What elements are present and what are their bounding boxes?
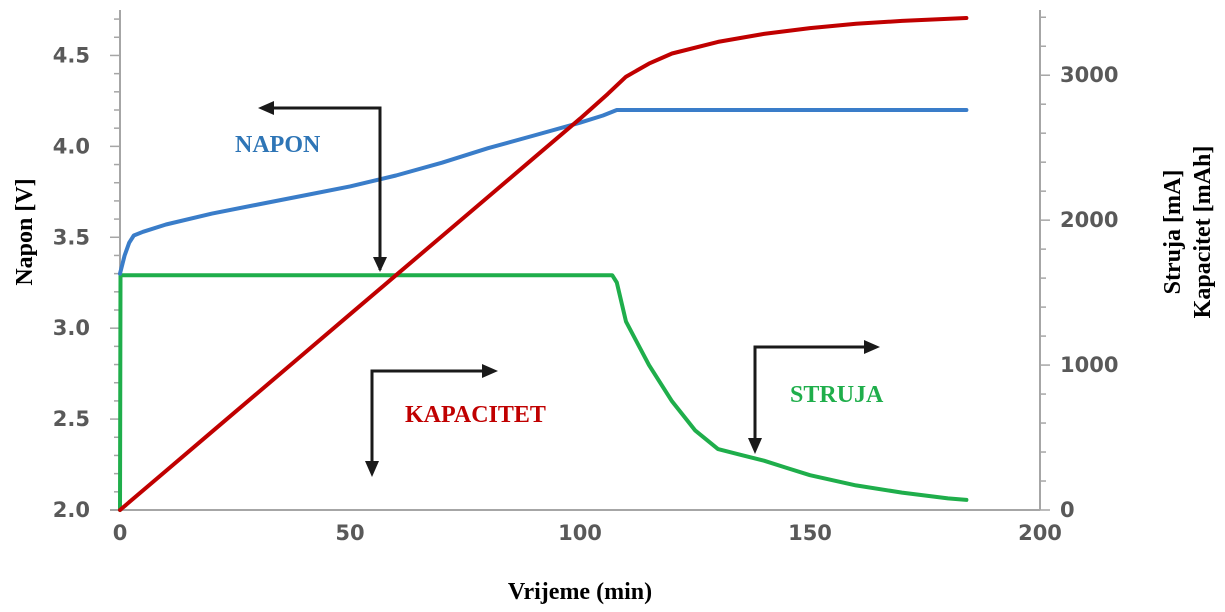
kapacitet-arrowhead-down [365,461,379,477]
kapacitet-axis-arrow [370,369,484,462]
y-left-tick-label: 4.0 [53,134,90,158]
y-right-tick-label: 2000 [1060,208,1118,232]
struja-arrowhead-down [748,438,762,454]
x-tick-label: 200 [1018,521,1062,545]
y-axis-left-title: Napon [V] [12,178,38,285]
y-axis-right-title-2: Kapacitet [mAh] [1190,146,1216,319]
x-tick-label: 100 [558,521,602,545]
y-left-tick-label: 4.5 [53,43,90,67]
x-tick-label: 150 [788,521,832,545]
napon-axis-arrow [272,106,382,270]
series-line-napon [118,108,969,276]
series-line-struja [118,273,969,512]
kapacitet-arrowhead-right [482,364,498,378]
series-label-struja: STRUJA [790,382,884,408]
napon-arrowhead-down [373,257,387,272]
struja-axis-arrow [753,345,866,440]
struja-arrowhead-right [864,340,880,354]
y-right-tick-label: 3000 [1060,63,1118,87]
y-left-tick-label: 2.0 [53,498,90,522]
x-tick-label: 50 [335,521,364,545]
y-left-tick-label: 3.5 [53,225,90,249]
y-left-tick-label: 3.0 [53,316,90,340]
x-axis-title: Vrijeme (min) [508,579,652,605]
napon-arrowhead-left [258,101,274,115]
x-tick-label: 0 [113,521,128,545]
y-right-tick-label: 0 [1060,498,1075,522]
y-axis-right-title-1: Struja [mA] [1160,170,1186,295]
series-label-kapacitet: KAPACITET [405,402,546,428]
y-right-tick-label: 1000 [1060,353,1118,377]
y-left-tick-label: 2.5 [53,407,90,431]
series-line-kapacitet [118,16,969,512]
series-label-napon: NAPON [235,132,321,158]
